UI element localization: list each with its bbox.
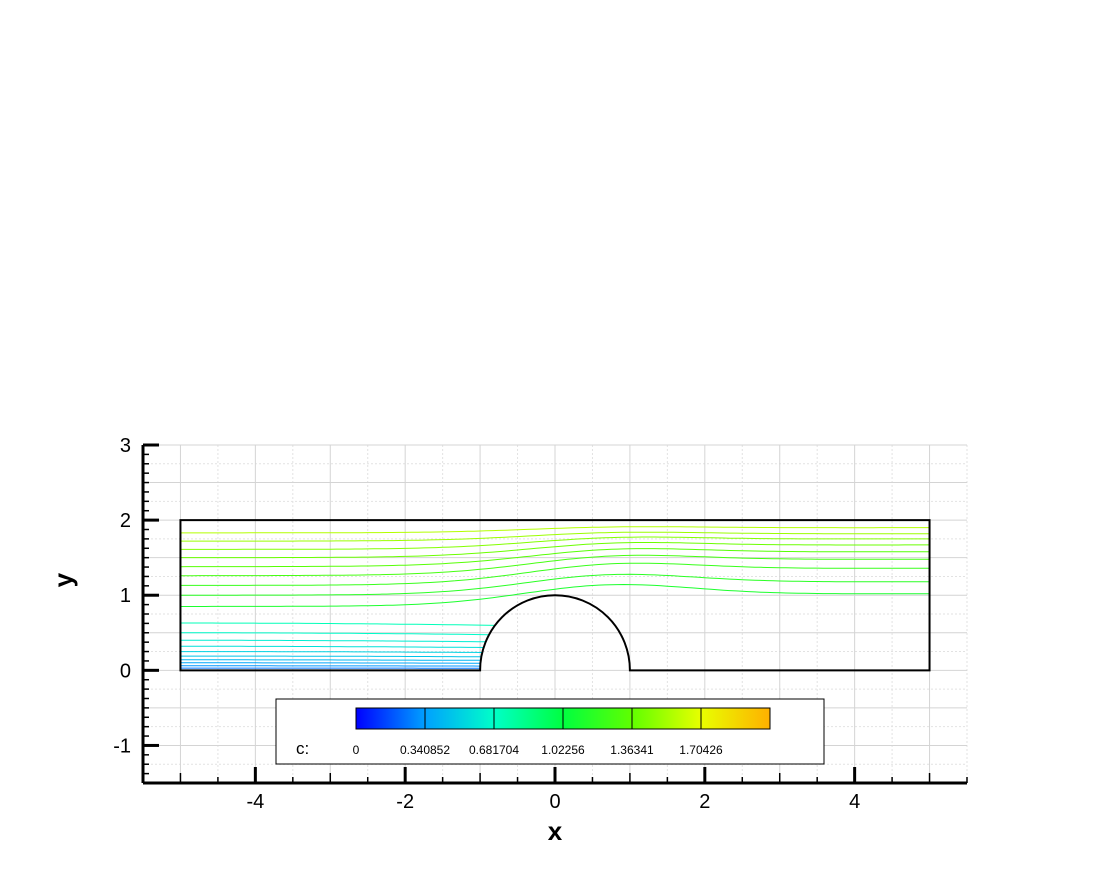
colorbar-band <box>355 707 426 730</box>
colorbar-band <box>493 707 564 730</box>
colorbar-label: 0.340852 <box>400 743 450 757</box>
x-axis-title: x <box>548 816 563 846</box>
colorbar-band <box>631 707 702 730</box>
contour-line <box>180 645 484 648</box>
y-tick-label: 3 <box>120 435 131 457</box>
contour-line <box>180 573 930 596</box>
colorbar-bands <box>355 707 771 730</box>
contour-line <box>180 526 930 534</box>
contour-line <box>180 548 930 568</box>
contour-line <box>180 655 482 658</box>
colorbar-labels: 0 0.340852 0.681704 1.02256 1.36341 1.70426 <box>353 743 723 757</box>
contour-line <box>180 536 930 550</box>
contour-line <box>180 542 930 559</box>
colorbar-label: 1.70426 <box>679 743 723 757</box>
colorbar-label: 1.02256 <box>541 743 585 757</box>
x-tick-label: 0 <box>549 791 560 813</box>
colorbar-band <box>562 707 633 730</box>
y-tick-label: 0 <box>120 660 131 682</box>
colorbar-band <box>424 707 495 730</box>
contour-line <box>180 659 481 661</box>
x-tick-label: -4 <box>246 791 264 813</box>
contour-line <box>180 639 486 643</box>
y-tick-label: 1 <box>120 585 131 607</box>
colorbar-label: 1.36341 <box>610 743 654 757</box>
x-tick-labels: -4 -2 0 2 4 <box>246 791 860 813</box>
contour-lines <box>180 526 930 669</box>
contour-line <box>180 583 930 607</box>
y-tick-label: 2 <box>120 510 131 532</box>
contour-line <box>180 651 483 653</box>
colorbar-label: 0 <box>353 743 360 757</box>
contour-line <box>180 562 930 586</box>
y-tick-label: -1 <box>113 735 131 757</box>
y-tick-labels: -1 0 1 2 3 <box>113 435 131 757</box>
contour-line <box>180 554 930 577</box>
y-axis-title: y <box>48 572 78 587</box>
domain-boundary <box>179 519 931 672</box>
axis-ticks <box>142 443 968 784</box>
colorbar-legend: c: 0 0.340852 0.681704 1.02256 1.36341 1.7042… <box>275 698 825 765</box>
contour-line <box>180 531 930 542</box>
x-tick-label: -2 <box>396 791 414 813</box>
x-tick-label: 4 <box>849 791 860 813</box>
colorbar-label: 0.681704 <box>469 743 519 757</box>
legend-variable-label: c: <box>296 739 309 758</box>
x-tick-label: 2 <box>699 791 710 813</box>
contour-line <box>180 622 496 626</box>
contour-line <box>180 632 490 636</box>
colorbar-band <box>700 707 771 730</box>
